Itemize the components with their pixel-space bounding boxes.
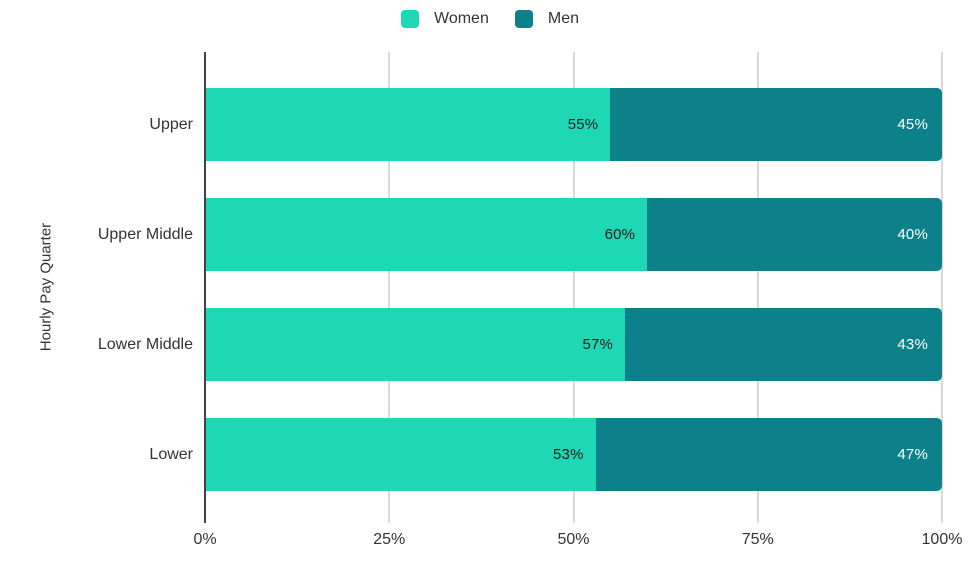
legend-entry-men[interactable]: Men <box>514 10 579 28</box>
y-axis-category-labels: Upper Upper Middle Lower Middle Lower <box>0 52 193 523</box>
data-label-men-lower: 47% <box>897 446 928 463</box>
y-axis-line <box>204 52 206 523</box>
x-tick-100: 100% <box>921 531 963 548</box>
bar-row-upper-middle: 60% 40% <box>205 198 942 271</box>
x-tick-25: 25% <box>373 531 406 548</box>
gridline-75 <box>756 52 759 523</box>
x-axis-tick-labels: 0% 25% 50% 75% 100% <box>193 531 962 553</box>
men-color-swatch-icon <box>514 10 533 28</box>
bar-segment-women-lower: 53% <box>205 418 596 491</box>
bar-segment-women-upper-middle: 60% <box>205 198 648 271</box>
bar-row-lower-middle: 57% 43% <box>205 308 942 381</box>
data-label-women-upper-middle: 60% <box>604 226 636 243</box>
category-label-upper-middle: Upper Middle <box>97 225 193 243</box>
chart-legend: Women Men <box>0 10 980 28</box>
bar-row-lower: 53% 47% <box>205 418 942 491</box>
data-label-women-lower: 53% <box>552 446 584 463</box>
x-tick-75: 75% <box>741 531 774 548</box>
plot-area: 55% 45% 60% 40% 57% 43% <box>204 52 943 523</box>
data-label-men-lower-middle: 43% <box>897 336 928 353</box>
data-label-men-upper: 45% <box>897 116 928 133</box>
legend-label-women: Women <box>434 10 489 27</box>
data-label-women-upper: 55% <box>567 116 599 133</box>
data-label-men-upper-middle: 40% <box>897 226 928 243</box>
x-tick-0: 0% <box>193 531 217 548</box>
legend-label-men: Men <box>547 10 579 27</box>
gridline-25 <box>388 52 391 523</box>
bar-row-upper: 55% 45% <box>205 88 942 161</box>
bar-segment-men-lower-middle: 43% <box>625 308 942 381</box>
x-tick-50: 50% <box>557 531 590 548</box>
bar-segment-men-upper-middle: 40% <box>647 198 942 271</box>
category-label-lower: Lower <box>149 445 193 463</box>
bar-segment-men-lower: 47% <box>595 418 942 491</box>
category-label-lower-middle: Lower Middle <box>97 335 193 353</box>
data-label-women-lower-middle: 57% <box>582 336 614 353</box>
bar-segment-women-upper: 55% <box>205 88 611 161</box>
category-label-upper: Upper <box>149 115 193 133</box>
bar-segment-men-upper: 45% <box>610 88 942 161</box>
bar-segment-women-lower-middle: 57% <box>205 308 626 381</box>
bar-rows: 55% 45% 60% 40% 57% 43% <box>205 52 942 523</box>
gridline-50 <box>572 52 575 523</box>
women-color-swatch-icon <box>401 10 420 28</box>
gridline-100 <box>941 52 943 523</box>
legend-entry-women[interactable]: Women <box>401 10 489 28</box>
